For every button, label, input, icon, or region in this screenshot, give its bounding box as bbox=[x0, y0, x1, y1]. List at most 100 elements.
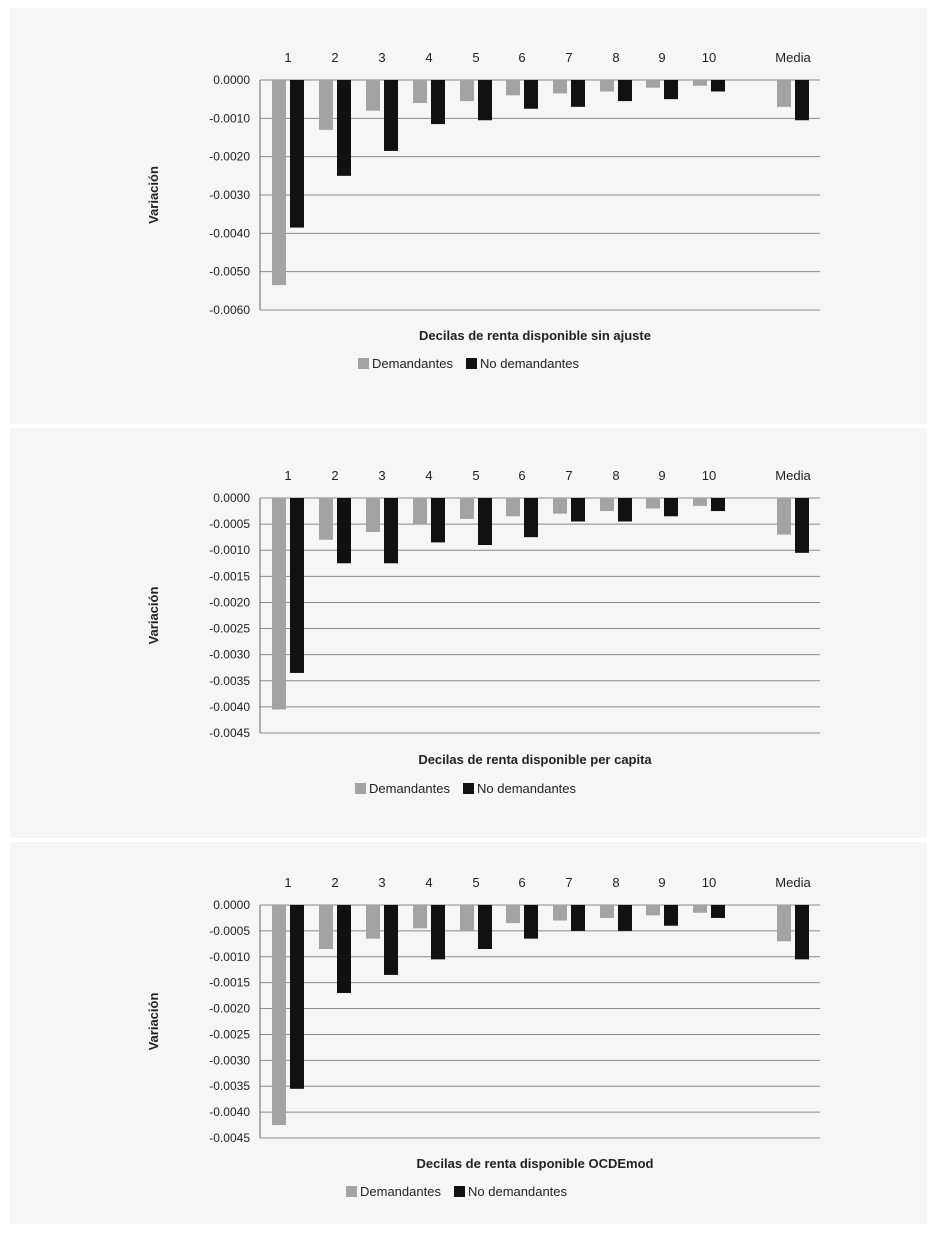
bar-demandantes bbox=[506, 905, 520, 924]
bar-chart-ocdemod: 0.0000 -0.0005 -0.0010 -0.0015 -0.0020 -0.002… bbox=[146, 875, 820, 1199]
y-tick-label: -0.0025 bbox=[209, 1027, 250, 1041]
y-tick-label: -0.0040 bbox=[209, 1105, 250, 1119]
legend-swatch bbox=[346, 1186, 357, 1197]
bar-demandantes bbox=[646, 80, 660, 88]
bar-demandantes bbox=[413, 498, 427, 525]
bar-demandantes bbox=[553, 905, 567, 921]
y-tick-label: -0.0040 bbox=[209, 700, 250, 714]
bar-no-demandantes bbox=[524, 498, 538, 538]
bar-no-demandantes bbox=[337, 498, 351, 564]
bar-chart-sin-ajuste: 0.0000 -0.0010 -0.0020 -0.0030 -0.0040 -0.005… bbox=[146, 50, 820, 371]
y-tick-label: -0.0015 bbox=[209, 976, 250, 990]
bar-demandantes bbox=[319, 905, 333, 950]
legend-label: No demandantes bbox=[477, 781, 577, 796]
category-label: 6 bbox=[518, 875, 525, 890]
bar-no-demandantes bbox=[571, 905, 585, 931]
y-tick-label: -0.0030 bbox=[209, 188, 250, 202]
bar-demandantes bbox=[693, 905, 707, 913]
chart-panel-per-capita: 0.0000 -0.0005 -0.0010 -0.0015 -0.0020 -0.002… bbox=[10, 428, 927, 838]
y-tick-label: -0.0005 bbox=[209, 517, 250, 531]
legend-label: No demandantes bbox=[468, 1184, 568, 1199]
category-label: 10 bbox=[702, 875, 716, 890]
bar-no-demandantes bbox=[478, 498, 492, 545]
bar-no-demandantes bbox=[664, 905, 678, 926]
category-label: Media bbox=[775, 468, 811, 483]
y-tick-label: -0.0060 bbox=[209, 303, 250, 317]
y-tick-label: -0.0005 bbox=[209, 924, 250, 938]
legend-label: Demandantes bbox=[360, 1184, 441, 1199]
bar-no-demandantes bbox=[795, 80, 809, 121]
chart-panel-sin-ajuste: 0.0000 -0.0010 -0.0020 -0.0030 -0.0040 -0.005… bbox=[10, 8, 927, 424]
y-tick-label: -0.0050 bbox=[209, 265, 250, 279]
bar-demandantes bbox=[413, 905, 427, 929]
category-label: 5 bbox=[472, 468, 479, 483]
bar-demandantes bbox=[460, 905, 474, 931]
legend-label: No demandantes bbox=[480, 356, 580, 371]
chart-panel-ocdemod: 0.0000 -0.0005 -0.0010 -0.0015 -0.0020 -0.002… bbox=[10, 842, 927, 1224]
bar-demandantes bbox=[777, 498, 791, 535]
category-label: 6 bbox=[518, 50, 525, 65]
y-tick-label: -0.0030 bbox=[209, 1053, 250, 1067]
category-label: 9 bbox=[658, 468, 665, 483]
category-label: 3 bbox=[378, 468, 385, 483]
bar-no-demandantes bbox=[795, 498, 809, 553]
bar-no-demandantes bbox=[384, 498, 398, 564]
bar-no-demandantes bbox=[478, 905, 492, 950]
category-label: 8 bbox=[612, 50, 619, 65]
bar-demandantes bbox=[693, 498, 707, 506]
bar-no-demandantes bbox=[431, 80, 445, 125]
bar-no-demandantes bbox=[290, 80, 304, 228]
category-label: 10 bbox=[702, 468, 716, 483]
bar-demandantes bbox=[693, 80, 707, 86]
bar-demandantes bbox=[366, 80, 380, 111]
bar-demandantes bbox=[646, 905, 660, 916]
bar-no-demandantes bbox=[524, 80, 538, 109]
category-label: 2 bbox=[331, 875, 338, 890]
legend-swatch bbox=[454, 1186, 465, 1197]
bar-no-demandantes bbox=[795, 905, 809, 960]
bar-demandantes bbox=[272, 498, 286, 710]
bar-demandantes bbox=[460, 80, 474, 102]
category-label: 3 bbox=[378, 875, 385, 890]
bar-no-demandantes bbox=[290, 498, 304, 673]
bar-no-demandantes bbox=[384, 80, 398, 151]
x-axis-title: Decilas de renta disponible sin ajuste bbox=[419, 328, 651, 343]
bar-no-demandantes bbox=[618, 498, 632, 522]
category-label: 8 bbox=[612, 875, 619, 890]
category-label: 7 bbox=[565, 50, 572, 65]
legend-swatch bbox=[463, 783, 474, 794]
y-tick-label: 0.0000 bbox=[213, 73, 250, 87]
bar-demandantes bbox=[600, 498, 614, 512]
y-tick-label: -0.0020 bbox=[209, 595, 250, 609]
bar-demandantes bbox=[600, 905, 614, 918]
category-label: 8 bbox=[612, 468, 619, 483]
legend-swatch bbox=[355, 783, 366, 794]
bar-demandantes bbox=[366, 905, 380, 939]
bar-demandantes bbox=[553, 498, 567, 514]
category-label: 1 bbox=[284, 468, 291, 483]
category-label: Media bbox=[775, 875, 811, 890]
legend-swatch bbox=[466, 358, 477, 369]
bar-demandantes bbox=[366, 498, 380, 532]
category-label: 10 bbox=[702, 50, 716, 65]
y-axis-title: Variación bbox=[146, 993, 161, 1051]
y-tick-label: -0.0045 bbox=[209, 1131, 250, 1145]
bar-demandantes bbox=[777, 80, 791, 107]
y-tick-label: -0.0045 bbox=[209, 726, 250, 740]
y-tick-label: 0.0000 bbox=[213, 491, 250, 505]
bar-demandantes bbox=[553, 80, 567, 94]
category-label: 9 bbox=[658, 50, 665, 65]
bar-no-demandantes bbox=[571, 498, 585, 522]
x-axis-title: Decilas de renta disponible OCDEmod bbox=[417, 1156, 654, 1171]
legend-label: Demandantes bbox=[372, 356, 453, 371]
bar-demandantes bbox=[319, 80, 333, 130]
bar-demandantes bbox=[272, 905, 286, 1126]
bar-no-demandantes bbox=[618, 80, 632, 102]
x-axis-title: Decilas de renta disponible per capita bbox=[418, 752, 652, 767]
y-tick-label: -0.0025 bbox=[209, 622, 250, 636]
bar-no-demandantes bbox=[711, 80, 725, 92]
y-tick-label: -0.0020 bbox=[209, 150, 250, 164]
bar-demandantes bbox=[272, 80, 286, 286]
category-label: 2 bbox=[331, 468, 338, 483]
y-axis-title: Variación bbox=[146, 166, 161, 224]
